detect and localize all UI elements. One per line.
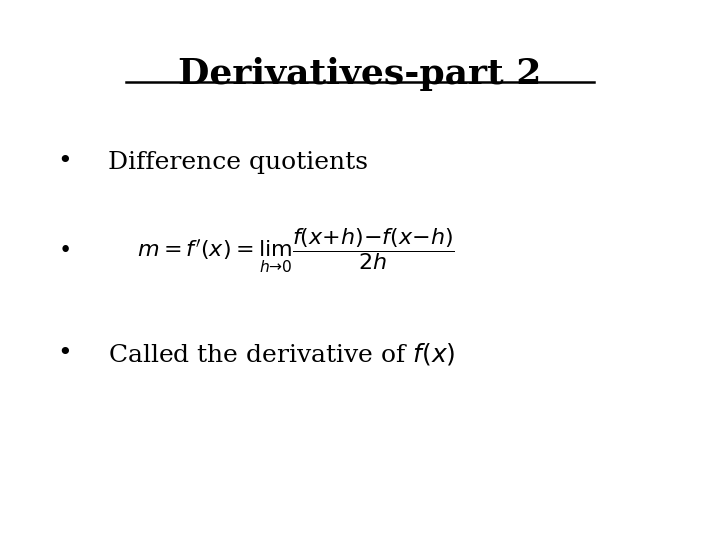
Text: •: • — [58, 342, 72, 365]
Text: •: • — [58, 240, 71, 262]
Text: $m = f'(x)= \lim_{h\to 0}\dfrac{f(x+h)-f(x-h)}{2h}$: $m = f'(x)= \lim_{h\to 0}\dfrac{f(x+h)-f… — [137, 227, 455, 275]
Text: •: • — [58, 151, 72, 173]
Text: Derivatives-part 2: Derivatives-part 2 — [179, 57, 541, 91]
Text: Called the derivative of $f(x)$: Called the derivative of $f(x)$ — [108, 341, 456, 367]
Text: Difference quotients: Difference quotients — [108, 151, 368, 173]
